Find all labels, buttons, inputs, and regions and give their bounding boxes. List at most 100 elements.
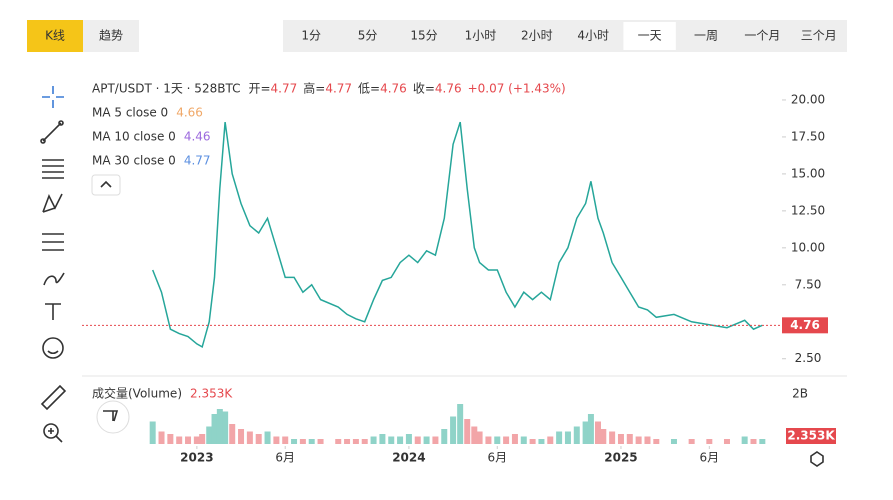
volume-bar <box>379 434 386 444</box>
volume-bar <box>176 436 183 444</box>
volume-last-box <box>786 428 836 444</box>
x-tick-label: 2024 <box>392 451 425 465</box>
last-price-label: 4.76 <box>790 318 820 332</box>
ma-value: 4.66 <box>176 106 203 120</box>
ohlc-value: 4.76 <box>380 82 407 96</box>
volume-bar <box>723 439 730 444</box>
ohlc-value: 4.77 <box>271 82 298 96</box>
interval-tab[interactable]: 2小时 <box>521 29 553 43</box>
volume-bar <box>361 439 368 444</box>
volume-bar <box>388 436 395 444</box>
volume-bar <box>538 439 545 444</box>
volume-bar <box>688 439 695 444</box>
volume-bar <box>587 414 594 444</box>
volume-bar <box>199 434 206 444</box>
interval-tab[interactable]: 一天 <box>638 29 662 43</box>
tab[interactable]: K线 <box>45 29 65 43</box>
y-tick-label: 10.00 <box>791 240 825 254</box>
volume-bar <box>653 439 660 444</box>
tab[interactable]: 趋势 <box>99 29 123 43</box>
volume-title: 成交量(Volume) <box>92 386 182 401</box>
volume-bar <box>370 436 377 444</box>
volume-bar <box>216 409 223 444</box>
interval-selected[interactable] <box>623 22 676 50</box>
volume-last-label: 2.353K <box>787 429 835 443</box>
ma-value: 4.46 <box>184 130 211 144</box>
volume-bar <box>282 436 289 444</box>
volume-bar <box>471 426 478 444</box>
volume-bar <box>644 436 651 444</box>
tool-icons[interactable] <box>40 86 67 443</box>
volume-bar <box>457 404 464 444</box>
volume-bar <box>405 434 412 444</box>
volume-bar <box>670 439 677 444</box>
volume-bar <box>441 429 448 444</box>
interval-tab[interactable]: 15分 <box>410 29 437 43</box>
interval-tab[interactable]: 4小时 <box>577 29 609 43</box>
volume-bar <box>706 439 713 444</box>
interval-tab[interactable]: 1分 <box>301 29 321 43</box>
volume-bar <box>520 436 527 444</box>
volume-bar <box>149 421 156 444</box>
volume-bar <box>423 436 430 444</box>
interval-tab[interactable]: 5分 <box>358 29 378 43</box>
volume-bar <box>626 434 633 444</box>
volume-bar <box>273 436 280 444</box>
x-tick-label: 2025 <box>604 451 637 465</box>
volume-bar <box>476 431 483 444</box>
volume-bar <box>503 436 510 444</box>
y-tick-label: 15.00 <box>791 166 825 180</box>
volume-bar <box>193 436 200 444</box>
volume-bar <box>291 439 298 444</box>
ohlc-value: 4.77 <box>325 82 352 96</box>
volume-tick-label: 2B <box>792 387 808 401</box>
volume-bar <box>635 436 642 444</box>
volume-bar <box>594 421 601 444</box>
y-tick-label: 12.50 <box>791 203 825 217</box>
ma-name: MA 5 close 0 <box>92 106 168 120</box>
tab-kline-bg[interactable] <box>27 20 83 52</box>
volume-bar <box>264 431 271 444</box>
tab-trend-bg[interactable] <box>83 20 139 52</box>
settings-icon[interactable] <box>810 451 824 467</box>
tv-logo-mark <box>103 410 119 422</box>
volume-bar <box>206 426 213 444</box>
interval-bar <box>283 20 847 52</box>
interval-tab[interactable]: 1小时 <box>465 29 497 43</box>
volume-bar <box>617 434 624 444</box>
collapse-button[interactable] <box>91 174 121 196</box>
volume-bar <box>158 431 165 444</box>
x-tick-label: 6月 <box>699 451 719 465</box>
interval-tab[interactable]: 三个月 <box>801 29 837 43</box>
volume-bar <box>494 436 501 444</box>
x-tick-label: 6月 <box>487 451 507 465</box>
y-tick-label: 2.50 <box>795 351 822 365</box>
interval-tab[interactable]: 一周 <box>694 29 718 43</box>
volume-bar <box>741 436 748 444</box>
volume-bar <box>317 439 324 444</box>
volume-bar <box>308 439 315 444</box>
volume-bar <box>335 439 342 444</box>
volume-bar <box>229 424 236 444</box>
volume-bar <box>573 426 580 444</box>
x-tick-label: 2023 <box>180 451 213 465</box>
volume-bar <box>511 434 518 444</box>
toolbar <box>30 76 75 456</box>
ohlc-value: 4.76 <box>435 82 462 96</box>
volume-bar <box>564 431 571 444</box>
volume-bar <box>299 439 306 444</box>
ohlc-label: 开= <box>248 82 270 96</box>
volume-bar <box>397 436 404 444</box>
volume-bar <box>450 416 457 444</box>
ma-name: MA 10 close 0 <box>92 130 176 144</box>
volume-bar <box>464 419 471 444</box>
volume-bar <box>582 421 589 444</box>
volume-bar <box>238 429 245 444</box>
interval-tab[interactable]: 一个月 <box>744 29 780 43</box>
volume-bar <box>414 436 421 444</box>
collapse-icon[interactable] <box>100 180 112 188</box>
change: +0.07 (+1.43%) <box>468 82 566 96</box>
volume-bar <box>600 429 607 444</box>
chart-title: APT/USDT · 1天 · 528BTC <box>92 82 240 96</box>
